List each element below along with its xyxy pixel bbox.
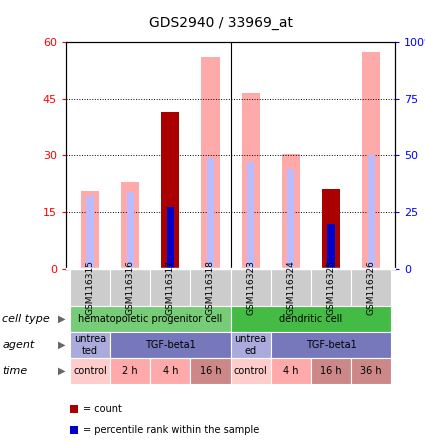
- Text: = count: = count: [83, 404, 122, 414]
- Bar: [241, 93, 260, 269]
- Text: GSM116318: GSM116318: [206, 260, 215, 315]
- Bar: [362, 52, 380, 269]
- Text: 16 h: 16 h: [200, 366, 221, 376]
- Text: 16 h: 16 h: [320, 366, 342, 376]
- Bar: [327, 225, 334, 269]
- Text: GSM116315: GSM116315: [85, 260, 94, 315]
- Text: untrea
ted: untrea ted: [74, 334, 106, 356]
- Bar: [287, 169, 295, 269]
- Bar: [207, 158, 214, 269]
- Text: GSM116316: GSM116316: [126, 260, 135, 315]
- Text: 2 h: 2 h: [122, 366, 138, 376]
- Bar: [167, 207, 174, 269]
- Bar: [282, 154, 300, 269]
- Bar: [121, 182, 139, 269]
- Bar: [127, 192, 134, 269]
- Text: hematopoietic progenitor cell: hematopoietic progenitor cell: [78, 314, 222, 324]
- Bar: [201, 57, 220, 269]
- Text: GDS2940 / 33969_at: GDS2940 / 33969_at: [149, 16, 293, 30]
- Text: ▶: ▶: [58, 314, 65, 324]
- Bar: [161, 112, 179, 269]
- Text: time: time: [2, 366, 27, 376]
- Text: GSM116326: GSM116326: [367, 260, 376, 315]
- Text: TGF-beta1: TGF-beta1: [306, 340, 356, 350]
- Text: GSM116324: GSM116324: [286, 260, 295, 315]
- Text: GSM116317: GSM116317: [166, 260, 175, 315]
- Text: dendritic cell: dendritic cell: [279, 314, 343, 324]
- Text: 4 h: 4 h: [162, 366, 178, 376]
- Text: agent: agent: [2, 340, 34, 350]
- Text: 4 h: 4 h: [283, 366, 299, 376]
- Bar: [322, 190, 340, 269]
- Text: control: control: [73, 366, 107, 376]
- Text: TGF-beta1: TGF-beta1: [145, 340, 196, 350]
- Text: ▶: ▶: [58, 340, 65, 350]
- Text: GSM116323: GSM116323: [246, 260, 255, 315]
- Bar: [247, 162, 254, 269]
- Bar: [86, 196, 94, 269]
- Text: ▶: ▶: [58, 366, 65, 376]
- Text: cell type: cell type: [2, 314, 50, 324]
- Bar: [81, 191, 99, 269]
- Bar: [368, 155, 375, 269]
- Text: = percentile rank within the sample: = percentile rank within the sample: [83, 425, 259, 435]
- Text: untrea
ed: untrea ed: [235, 334, 267, 356]
- Text: control: control: [234, 366, 267, 376]
- Text: GSM116325: GSM116325: [326, 260, 335, 315]
- Text: 36 h: 36 h: [360, 366, 382, 376]
